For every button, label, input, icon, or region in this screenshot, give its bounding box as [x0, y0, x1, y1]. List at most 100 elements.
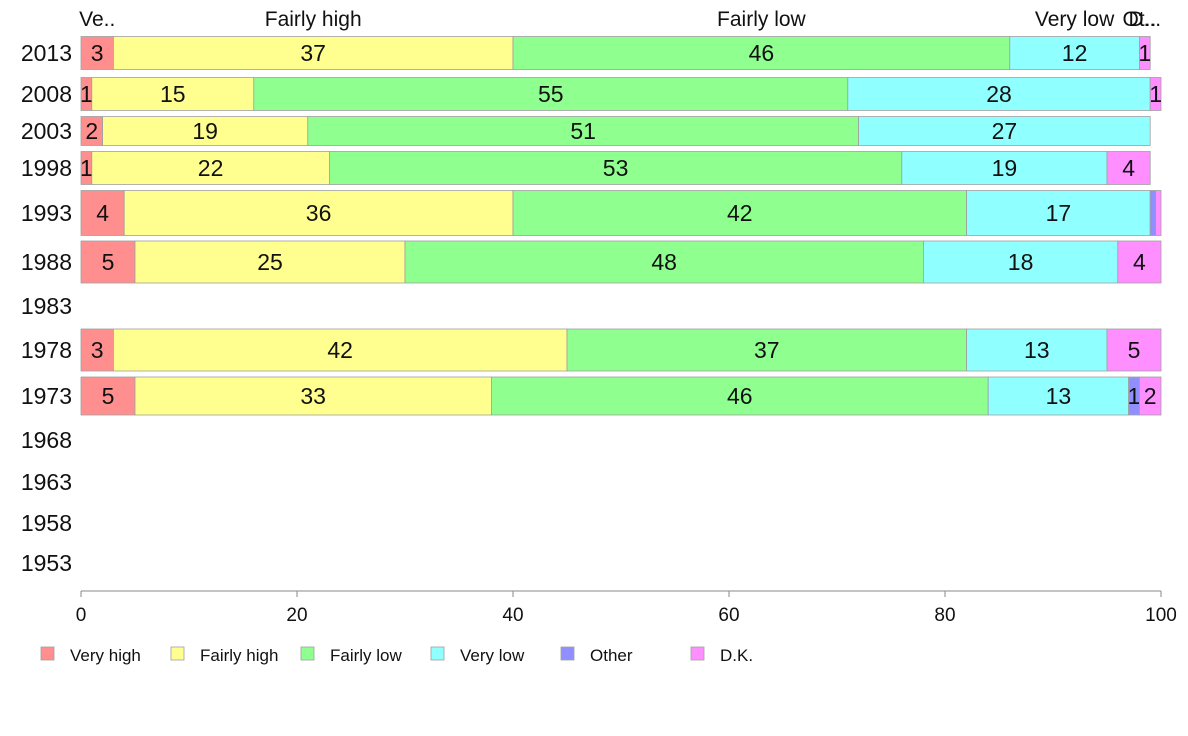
data-label: 1	[80, 155, 93, 181]
bar-segment-1993-other	[1149, 190, 1156, 236]
data-label: 36	[306, 200, 332, 226]
legend-swatch-fairly-high	[170, 646, 185, 661]
data-label: 51	[570, 118, 596, 144]
data-label: 17	[1046, 200, 1072, 226]
bar-segment-1998-d-k-	[1106, 151, 1151, 185]
data-label: 1	[1128, 383, 1141, 409]
bar-segment-2008-d-k-	[1149, 77, 1162, 111]
legend-swatch-d-k-	[690, 646, 705, 661]
year-label-1983: 1983	[21, 293, 72, 319]
data-label: 3	[91, 337, 104, 363]
year-label-1993: 1993	[21, 200, 72, 226]
data-label: 4	[1133, 249, 1146, 275]
bar-segment-2008-fairly-high	[91, 77, 255, 111]
data-label: 19	[992, 155, 1018, 181]
bar-segment-2013-d-k-	[1139, 36, 1151, 70]
data-label: 1	[80, 81, 93, 107]
data-label: 55	[538, 81, 564, 107]
bar-segment-1988-very-low	[923, 240, 1119, 284]
year-label-1953: 1953	[21, 550, 72, 576]
legend-label: Other	[590, 646, 633, 665]
top-label-very-low: Very low	[1035, 8, 1115, 31]
legend-label: D.K.	[720, 646, 753, 665]
top-label-fairly-low: Fairly low	[717, 8, 807, 31]
data-label: 18	[1008, 249, 1034, 275]
data-label: 27	[992, 118, 1018, 144]
bar-segment-1988-d-k-	[1117, 240, 1162, 284]
data-label: 53	[603, 155, 629, 181]
bar-segment-1993-fairly-low	[512, 190, 968, 236]
bar-segment-1998-very-low	[901, 151, 1108, 185]
bar-segment-1973-very-low	[987, 376, 1130, 416]
top-label-d-k-: D...	[1128, 8, 1161, 31]
data-label: 4	[1122, 155, 1135, 181]
bar-segment-1988-fairly-high	[134, 240, 406, 284]
bar-segment-1973-fairly-low	[490, 376, 989, 416]
legend-swatch-very-low	[430, 646, 445, 661]
data-label: 37	[300, 40, 326, 66]
year-label-2013: 2013	[21, 40, 72, 66]
data-label: 13	[1024, 337, 1050, 363]
data-label: 42	[727, 200, 753, 226]
x-tick-label: 40	[502, 605, 523, 626]
year-label-2008: 2008	[21, 81, 72, 107]
data-label: 4	[96, 200, 109, 226]
x-tick-label: 100	[1145, 605, 1177, 626]
bar-segment-2003-fairly-low	[307, 116, 859, 146]
legend-label: Very high	[70, 646, 141, 665]
data-label: 25	[257, 249, 283, 275]
bar-segment-1978-very-low	[966, 328, 1108, 372]
bar-segment-2003-fairly-high	[102, 116, 309, 146]
legend-label: Fairly high	[200, 646, 278, 665]
top-label-other: Ot..	[1122, 8, 1156, 31]
legend-swatch-other	[560, 646, 575, 661]
data-label: 15	[160, 81, 186, 107]
data-label: 1	[1149, 81, 1162, 107]
legend: Very high Fairly high Fairly low Very low Ot…	[40, 646, 753, 665]
data-label: 22	[198, 155, 224, 181]
year-label-1963: 1963	[21, 469, 72, 495]
data-label: 33	[300, 383, 326, 409]
bar-segment-2008-very-low	[847, 77, 1151, 111]
x-tick-label: 80	[934, 605, 955, 626]
data-label: 48	[651, 249, 677, 275]
top-label-fairly-high: Fairly high	[265, 8, 362, 31]
data-label: 2	[85, 118, 98, 144]
data-label: 5	[102, 249, 115, 275]
data-label: 13	[1046, 383, 1072, 409]
data-label: 46	[749, 40, 775, 66]
bar-segment-2003-very-low	[858, 116, 1151, 146]
bar-segment-1978-d-k-	[1106, 328, 1162, 372]
data-label: 1	[1138, 40, 1151, 66]
year-label-1998: 1998	[21, 155, 72, 181]
data-label: 42	[327, 337, 353, 363]
x-tick-label: 20	[286, 605, 307, 626]
data-label: 28	[986, 81, 1012, 107]
top-category-labels: Ve.. Fairly high Fairly low Very low Ot..D..…	[79, 8, 1161, 31]
year-axis-labels: 2013 2008 2003 1998 1993 1988 1983 1978 1973 1968…	[21, 40, 72, 576]
bar-segment-1988-fairly-low	[404, 240, 924, 284]
bar-segment-1973-fairly-high	[134, 376, 492, 416]
bar-segment-1973-d-k-	[1139, 376, 1162, 416]
bar-segment-1973-very-high	[80, 376, 136, 416]
data-label: 12	[1062, 40, 1088, 66]
bar-segments: 3 37 46 12 11 15 55 28 12 19 51 271 22 53 19 44 36 42 175 2…	[80, 36, 1162, 416]
data-label: 19	[192, 118, 218, 144]
year-label-1973: 1973	[21, 383, 72, 409]
data-label: 5	[102, 383, 115, 409]
x-tick-label: 60	[718, 605, 739, 626]
legend-swatch-very-high	[40, 646, 55, 661]
year-label-1978: 1978	[21, 337, 72, 363]
data-label: 37	[754, 337, 780, 363]
bar-segment-1993-very-high	[80, 190, 125, 236]
bar-segment-1993-very-low	[966, 190, 1151, 236]
data-label: 5	[1128, 337, 1141, 363]
bar-segment-1978-very-high	[80, 328, 114, 372]
year-label-1968: 1968	[21, 427, 72, 453]
x-axis: 0 20 40 60 80 100	[76, 590, 1177, 626]
data-label: 46	[727, 383, 753, 409]
x-tick-label: 0	[76, 605, 87, 626]
bar-segment-1998-fairly-high	[91, 151, 330, 185]
data-label: 3	[91, 40, 104, 66]
bar-segment-2008-fairly-low	[253, 77, 849, 111]
